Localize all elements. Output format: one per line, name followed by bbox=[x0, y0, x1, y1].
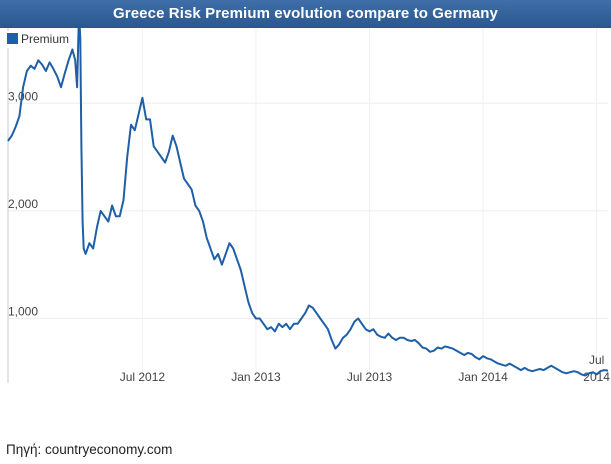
x-tick-label: 2014 bbox=[583, 370, 610, 383]
x-tick-label: Jul 2012 bbox=[120, 370, 166, 383]
x-tick-label: Jan 2013 bbox=[231, 370, 281, 383]
series-line-premium bbox=[7, 28, 609, 377]
y-tick-label: 3,000 bbox=[8, 89, 38, 103]
y-axis: 1,000 2,000 3,000 bbox=[8, 89, 38, 318]
source-caption: Πηγή: countryeconomy.com bbox=[6, 442, 173, 457]
legend-swatch bbox=[7, 33, 18, 44]
chart-plot-area: 1,000 2,000 3,000 Jul 2012 Jan 2013 Jul 2013… bbox=[0, 28, 611, 383]
y-tick-label: 2,000 bbox=[8, 197, 38, 211]
x-tick-label: Jul 2013 bbox=[347, 370, 393, 383]
legend-background bbox=[3, 31, 75, 48]
x-tick-label: Jul bbox=[589, 353, 604, 367]
gridlines bbox=[8, 28, 608, 383]
x-tick-label: Jan 2014 bbox=[458, 370, 508, 383]
series-layer bbox=[7, 28, 609, 377]
y-tick-label: 1,000 bbox=[8, 304, 38, 318]
legend-label: Premium bbox=[21, 32, 69, 46]
chart-title: Greece Risk Premium evolution compare to… bbox=[0, 0, 611, 28]
legend: Premium bbox=[3, 31, 75, 48]
